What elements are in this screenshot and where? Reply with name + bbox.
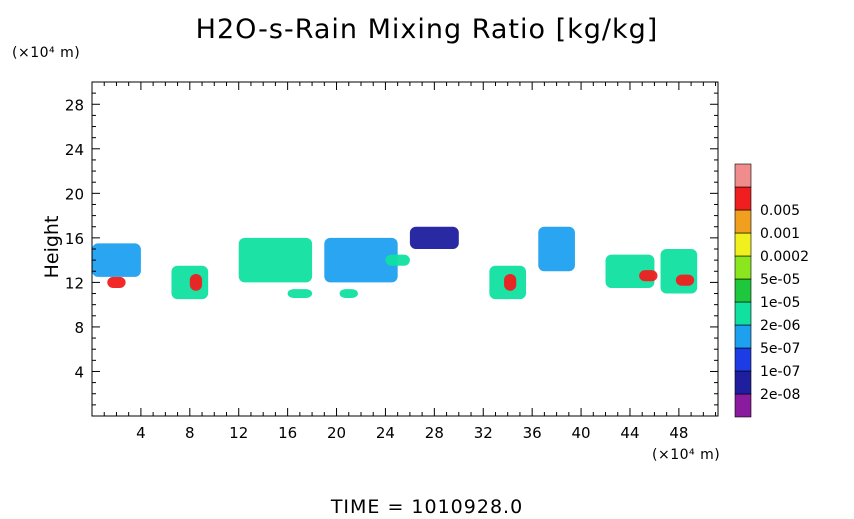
field-cell — [504, 274, 517, 291]
x-tick-label: 28 — [425, 424, 444, 442]
field-cell — [385, 254, 410, 266]
y-tick-label: 28 — [65, 96, 84, 114]
field-cell — [660, 249, 698, 294]
y-tick-label: 8 — [74, 319, 84, 337]
x-tick-label: 12 — [229, 424, 248, 442]
x-tick-label: 4 — [136, 424, 146, 442]
colorbar-segment — [734, 370, 752, 395]
x-tick-label: 48 — [669, 424, 688, 442]
colorbar-segment — [734, 209, 752, 234]
colorbar-label: 5e-05 — [760, 272, 800, 288]
y-tick-label: 4 — [74, 363, 84, 381]
field-cell — [189, 274, 203, 291]
x-tick-label: 24 — [376, 424, 395, 442]
x-tick-label: 20 — [327, 424, 346, 442]
colorbar-segment — [734, 324, 752, 349]
colorbar-label: 1e-05 — [760, 295, 800, 311]
x-tick-label: 36 — [523, 424, 542, 442]
colorbar-segment — [734, 347, 752, 372]
time-footer: TIME = 1010928.0 — [330, 496, 524, 518]
colorbar-label: 2e-06 — [760, 318, 800, 334]
colorbar-label: 0.0002 — [760, 249, 809, 265]
plot-frame — [91, 81, 719, 417]
x-tick-label: 40 — [572, 424, 591, 442]
field-cell — [675, 274, 695, 286]
field-cell — [92, 243, 141, 277]
colorbar-segment — [734, 232, 752, 257]
field-cell — [339, 289, 358, 298]
y-tick-label: 12 — [65, 274, 84, 292]
field-cell — [107, 276, 126, 288]
field-cell — [287, 289, 313, 298]
colorbar-segment — [734, 163, 752, 188]
y-tick-label: 24 — [65, 141, 84, 159]
chart-title: H2O-s-Rain Mixing Ratio [kg/kg] — [195, 14, 659, 45]
y-tick-label: 16 — [65, 230, 84, 248]
field-cell — [538, 226, 575, 272]
field-cell — [639, 270, 658, 282]
colorbar-segment — [734, 301, 752, 326]
x-tick-label: 8 — [185, 424, 195, 442]
y-tick-label: 20 — [65, 185, 84, 203]
colorbar-segment — [734, 255, 752, 280]
x-tick-label: 16 — [278, 424, 297, 442]
colorbar-label: 5e-07 — [760, 341, 800, 357]
x-unit-label: (×10⁴ m) — [652, 447, 721, 463]
field-cell — [409, 226, 459, 249]
colorbar-label: 0.001 — [760, 226, 800, 242]
x-tick-label: 32 — [474, 424, 493, 442]
y-unit-label: (×10⁴ m) — [12, 45, 81, 61]
colorbar-segment — [734, 278, 752, 303]
x-tick-label: 44 — [620, 424, 639, 442]
colorbar-label: 0.005 — [760, 203, 800, 219]
colorbar-label: 2e-08 — [760, 387, 800, 403]
colorbar-segment — [734, 186, 752, 211]
field-cell — [324, 237, 398, 283]
colorbar-segment — [734, 393, 752, 418]
field-cell — [238, 237, 313, 283]
colorbar-label: 1e-07 — [760, 364, 800, 380]
